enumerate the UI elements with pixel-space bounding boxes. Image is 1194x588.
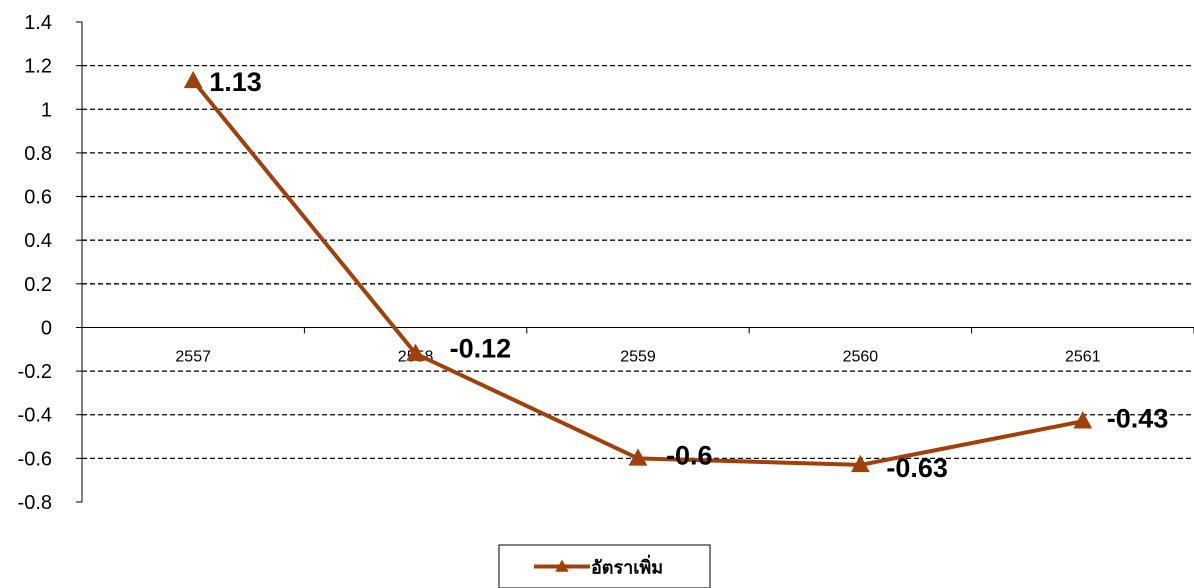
data-label: -0.12: [450, 334, 512, 364]
legend-label: อัตราเพิ่ม: [591, 555, 663, 579]
data-point-marker: [406, 343, 425, 361]
axes: [76, 21, 1194, 503]
data-point-marker: [1073, 411, 1093, 429]
data-labels: 1.13 -0.12 -0.6 -0.63 -0.43: [209, 67, 1168, 483]
y-tick-label: 1.4: [24, 12, 52, 34]
data-point-marker: [851, 454, 870, 473]
legend: อัตราเพิ่ม: [498, 544, 711, 588]
y-tick-label: 0.6: [24, 187, 52, 209]
gridlines: [82, 64, 1194, 460]
data-label: -0.63: [886, 453, 948, 483]
y-axis-tick-labels: 1.4 1.2 1 0.8 0.6 0.4 0.2 0 -0.2 -0.4 -0.6 -0.8: [18, 12, 52, 514]
series-line: [191, 79, 1084, 467]
y-tick-label: 0.4: [24, 230, 52, 252]
data-label: -0.6: [666, 440, 713, 470]
y-tick-label: 0: [41, 317, 52, 339]
y-tick-label: -0.6: [18, 448, 52, 470]
y-tick-label: 1: [41, 99, 52, 121]
y-tick-label: 1.2: [24, 56, 52, 78]
x-category-label: 2560: [843, 348, 879, 365]
y-tick-label: -0.8: [18, 492, 52, 514]
y-tick-label: -0.2: [18, 361, 52, 383]
series-line-path: [191, 79, 1084, 467]
x-category-label: 2559: [620, 348, 656, 365]
data-label: 1.13: [209, 67, 262, 97]
y-tick-label: -0.4: [18, 405, 52, 427]
data-label: -0.43: [1107, 403, 1169, 433]
y-tick-label: 0.8: [24, 143, 52, 165]
legend-marker-swatch: [555, 559, 569, 572]
x-category-label: 2561: [1065, 348, 1101, 365]
series-markers: [183, 70, 1093, 473]
x-category-label: 2557: [175, 348, 211, 365]
data-point-marker: [183, 70, 203, 89]
x-axis-category-labels: 25572558255925602561: [175, 348, 1100, 365]
y-tick-label: 0.2: [24, 274, 52, 296]
data-point-marker: [628, 448, 648, 466]
